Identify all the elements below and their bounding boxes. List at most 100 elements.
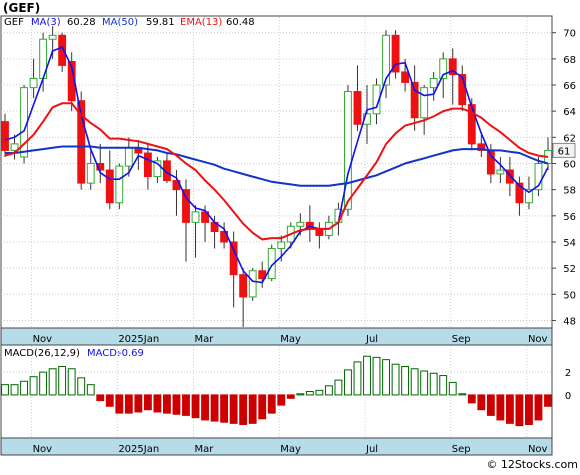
candle-body-down xyxy=(1,121,9,151)
macd-bar-negative xyxy=(239,394,248,425)
macd-bar-positive xyxy=(324,385,333,396)
macd-bar-positive xyxy=(458,393,467,396)
legend-ma50-value: 59.81 xyxy=(146,17,175,28)
x-tick-label: Nov xyxy=(528,334,548,345)
macd-bar-negative xyxy=(277,394,286,406)
macd-bar-negative xyxy=(163,394,171,414)
macd-bar-positive xyxy=(67,368,76,396)
candle-body-down xyxy=(391,34,400,73)
price-tick-label: 62 xyxy=(563,133,576,144)
macd-legend: MACD(26,12,9) MACD: -0.69 xyxy=(4,348,144,359)
candle xyxy=(429,71,438,101)
candle xyxy=(505,156,514,197)
macd-tick-label: 0 xyxy=(565,391,571,402)
macd-bar-positive xyxy=(353,361,362,396)
price-tick-label: 58 xyxy=(563,186,576,197)
candle-body-down xyxy=(229,241,238,276)
macd-bar-negative xyxy=(182,394,190,416)
macd-bar-negative xyxy=(134,394,143,413)
candle-body-up xyxy=(124,147,133,167)
candle-body-up xyxy=(86,162,95,184)
macd-bar-negative xyxy=(286,394,295,399)
candle-body-up xyxy=(534,162,543,191)
candle xyxy=(391,30,400,79)
candle-body-down xyxy=(201,211,209,223)
macd-bar-positive xyxy=(363,355,371,396)
macd-bar-negative xyxy=(525,394,533,425)
candle-body-down xyxy=(353,91,362,125)
candle xyxy=(29,58,38,99)
candle-body-up xyxy=(191,211,200,223)
candle-body-up xyxy=(429,77,438,89)
macd-bar-negative xyxy=(515,394,524,427)
macd-bar-positive xyxy=(86,384,95,396)
macd-bar-positive xyxy=(334,379,343,396)
macd-value: -0.69 xyxy=(118,348,144,359)
macd-bar-negative xyxy=(477,394,486,411)
macd-bar-negative xyxy=(505,394,514,424)
candle xyxy=(258,261,267,288)
candle-body-down xyxy=(58,34,67,66)
macd-legend-label: MACD(26,12,9) xyxy=(4,348,80,359)
macd-bar-negative xyxy=(115,394,124,414)
candle-body-up xyxy=(277,241,286,250)
candle xyxy=(248,268,257,301)
candle xyxy=(96,143,105,184)
macd-bar-positive xyxy=(429,372,438,396)
macd-bar-negative xyxy=(229,394,238,424)
candle-body-up xyxy=(525,189,533,204)
watermark: © 12Stocks.com xyxy=(486,458,578,471)
candle-body-down xyxy=(401,71,410,83)
x-tick-label-bottom: Sep xyxy=(452,444,471,455)
macd-bar-positive xyxy=(305,391,314,396)
macd-bar-negative xyxy=(172,394,181,415)
price-tick-label: 66 xyxy=(563,81,576,92)
candle-body-down xyxy=(182,189,190,223)
candle-body-down xyxy=(505,169,514,184)
candle-body-up xyxy=(248,270,257,298)
candle-body-down xyxy=(410,81,419,119)
candle xyxy=(77,91,86,190)
candle xyxy=(515,176,524,216)
macd-bar-positive xyxy=(439,375,448,396)
macd-bar-positive xyxy=(39,371,48,396)
candle xyxy=(534,156,543,197)
candle-body-up xyxy=(382,34,390,86)
candle xyxy=(267,244,276,282)
x-tick-label-bottom: Mar xyxy=(195,444,215,455)
candle-body-down xyxy=(239,274,248,298)
macd-bar-positive xyxy=(448,381,457,396)
ema13-line xyxy=(4,102,549,241)
candle-body-up xyxy=(496,169,505,175)
candle xyxy=(10,134,19,160)
candle-body-up xyxy=(115,165,124,204)
macd-bar-negative xyxy=(96,394,105,402)
macd-bar-negative xyxy=(210,394,219,422)
candle xyxy=(48,26,57,59)
candle xyxy=(191,205,200,258)
candle-body-down xyxy=(515,182,524,204)
x-tick-label: May xyxy=(280,334,301,345)
candle-body-up xyxy=(420,87,429,119)
candle xyxy=(382,30,390,99)
candle-body-up xyxy=(10,143,19,151)
candle-body-up xyxy=(344,91,352,210)
candle-body-down xyxy=(96,162,105,171)
candle-body-up xyxy=(439,58,448,79)
x-tick-label-bottom: 2025Jan xyxy=(118,444,159,455)
candle xyxy=(115,163,124,210)
price-tick-label: 56 xyxy=(563,212,576,223)
macd-bar-positive xyxy=(382,359,390,396)
price-tick-label: 70 xyxy=(563,29,576,40)
macd-bar-negative xyxy=(220,394,229,423)
x-tick-label: Nov xyxy=(33,334,53,345)
candle xyxy=(153,156,162,184)
price-tick-label: 50 xyxy=(563,290,576,301)
macd-bar-negative xyxy=(143,394,152,411)
candle-body-up xyxy=(29,77,38,89)
macd-bar-positive xyxy=(315,389,324,396)
legend-ema13-value: 60.48 xyxy=(226,17,255,28)
x-tick-label: Sep xyxy=(452,334,471,345)
